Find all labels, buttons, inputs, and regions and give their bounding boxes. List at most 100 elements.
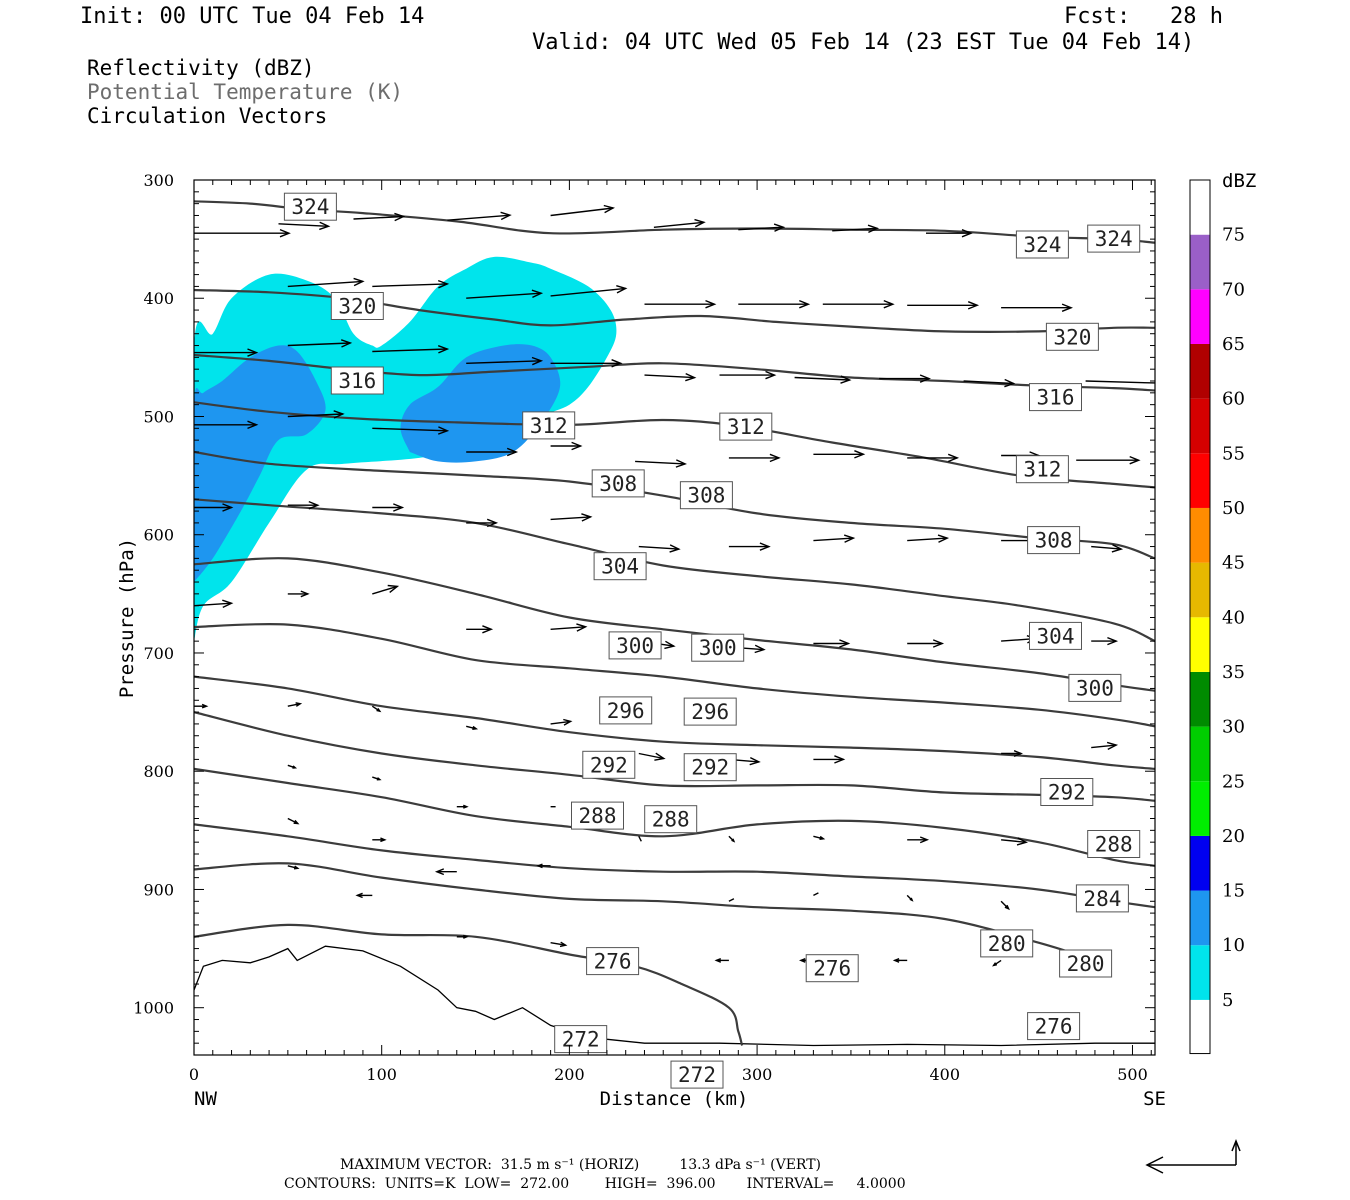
wind-vector bbox=[813, 639, 851, 648]
theta-label-text: 312 bbox=[727, 415, 765, 439]
theta-label-box bbox=[679, 481, 733, 510]
theta-label-box bbox=[683, 753, 737, 782]
theta-label-text: 280 bbox=[988, 932, 1026, 956]
wind-vector bbox=[372, 584, 400, 595]
wind-vector bbox=[907, 534, 950, 543]
theta-label-text: 292 bbox=[691, 756, 729, 780]
wind-vector bbox=[287, 277, 365, 288]
theta-label-box bbox=[691, 633, 745, 662]
colorbar-tick-label: 30 bbox=[1222, 717, 1245, 738]
wind-vector bbox=[287, 702, 303, 707]
wind-vector bbox=[447, 211, 512, 221]
wind-vector bbox=[638, 752, 666, 761]
theta-contour-label: 288 bbox=[1087, 830, 1141, 858]
theta-label-text: 292 bbox=[1048, 781, 1086, 805]
wind-vector bbox=[372, 345, 450, 354]
wind-vector-head bbox=[961, 228, 973, 238]
theta-label-text: 312 bbox=[1023, 458, 1061, 482]
x-tick-label: 400 bbox=[930, 1065, 961, 1084]
colorbar-tick-label: 55 bbox=[1222, 443, 1245, 464]
theta-label-box bbox=[554, 1025, 608, 1054]
theta-contour-label: 272 bbox=[670, 1060, 724, 1089]
x-axis-right-end-label: SE bbox=[1143, 1088, 1166, 1110]
wind-vector-head bbox=[892, 958, 900, 963]
wind-vector-shaft bbox=[813, 537, 854, 542]
colorbar-segment bbox=[1190, 180, 1210, 235]
wind-vector-head bbox=[1107, 636, 1119, 646]
wind-vector-head bbox=[559, 941, 568, 948]
wind-vector-head bbox=[353, 277, 365, 287]
wind-vector bbox=[353, 212, 406, 222]
wind-vector bbox=[728, 542, 771, 551]
theta-label-box bbox=[1027, 1012, 1081, 1041]
wind-vector-shaft bbox=[372, 585, 398, 595]
wind-vector-shaft bbox=[550, 720, 571, 725]
wind-vector-head bbox=[749, 756, 761, 766]
colorbar-tick-label: 75 bbox=[1222, 225, 1245, 246]
theta-contour-label: 280 bbox=[1059, 949, 1113, 978]
theta-contour-280 bbox=[194, 823, 1155, 909]
wind-vector bbox=[466, 518, 499, 528]
wind-vector bbox=[456, 934, 469, 939]
colorbar-tick-label: 25 bbox=[1222, 771, 1245, 792]
theta-contour-label: 312 bbox=[522, 411, 576, 440]
theta-contour-296 bbox=[194, 622, 1155, 728]
theta-contour-label: 288 bbox=[571, 801, 624, 830]
colorbar-tick-label: 60 bbox=[1222, 389, 1245, 410]
theta-contour-label: 312 bbox=[1015, 455, 1069, 484]
wind-vector bbox=[926, 228, 973, 238]
wind-vector-head bbox=[340, 339, 353, 348]
wind-vector-head bbox=[437, 345, 450, 354]
wind-vector-shaft bbox=[638, 545, 679, 550]
wind-vector bbox=[194, 703, 209, 709]
wind-vector-head bbox=[295, 702, 303, 707]
y-tick-label: 300 bbox=[143, 171, 174, 190]
theta-label-box bbox=[1015, 230, 1069, 259]
wind-vector-head bbox=[967, 301, 980, 310]
theta-contour-label: 284 bbox=[1075, 884, 1129, 913]
legend-reflectivity: Reflectivity (dBZ) bbox=[87, 56, 315, 80]
wind-vector bbox=[738, 299, 811, 309]
wind-vector bbox=[907, 639, 945, 648]
wind-vector bbox=[466, 625, 494, 634]
theta-contour-292 bbox=[194, 675, 1155, 770]
forecast-hour: Fcst: 28 h bbox=[1064, 4, 1223, 29]
wind-vector-head bbox=[840, 375, 852, 384]
theta-contour-300 bbox=[194, 557, 1155, 692]
wind-vector bbox=[892, 958, 908, 963]
y-tick-label: 900 bbox=[143, 880, 174, 899]
theta-contour-label: 324 bbox=[1015, 230, 1069, 259]
theta-contour-324 bbox=[194, 200, 1155, 244]
wind-vector-shaft bbox=[353, 215, 404, 220]
wind-vector-head bbox=[394, 212, 406, 222]
theta-label-box bbox=[586, 947, 640, 976]
theta-labels-layer: 324 324 324 320 320 316 316 312 312 312 308 308 308 3… bbox=[283, 192, 1141, 1089]
wind-vector-head bbox=[773, 223, 786, 232]
wind-vector bbox=[194, 228, 291, 238]
theta-contour-label: 308 bbox=[1027, 526, 1081, 555]
theta-label-box bbox=[582, 750, 636, 779]
wind-vector-head bbox=[531, 289, 544, 299]
theta-contour-label: 292 bbox=[1040, 778, 1094, 806]
wind-vector-shaft bbox=[638, 835, 642, 842]
wind-vector-head bbox=[1004, 378, 1016, 388]
theta-label-box bbox=[283, 192, 337, 221]
wind-vector bbox=[194, 348, 259, 357]
wind-vector bbox=[287, 764, 298, 769]
colorbar-tick-label: 65 bbox=[1222, 334, 1245, 355]
theta-label-box bbox=[608, 631, 662, 660]
theta-label-box bbox=[1087, 830, 1141, 858]
wind-vector-shaft bbox=[1001, 839, 1027, 843]
theta-label-text: 280 bbox=[1067, 952, 1105, 976]
wind-vector-shaft bbox=[287, 413, 343, 418]
colorbar-segment bbox=[1190, 343, 1210, 399]
wind-vector bbox=[550, 441, 583, 451]
wind-vector-head bbox=[293, 819, 300, 825]
wind-vector bbox=[434, 868, 457, 876]
y-tick-label: 500 bbox=[143, 407, 174, 426]
theta-contour-label: 300 bbox=[1068, 673, 1122, 702]
wind-vector-head bbox=[675, 459, 687, 468]
wind-vector-head bbox=[571, 441, 583, 451]
theta-label-box bbox=[1059, 949, 1113, 978]
wind-vector-head bbox=[482, 625, 494, 634]
